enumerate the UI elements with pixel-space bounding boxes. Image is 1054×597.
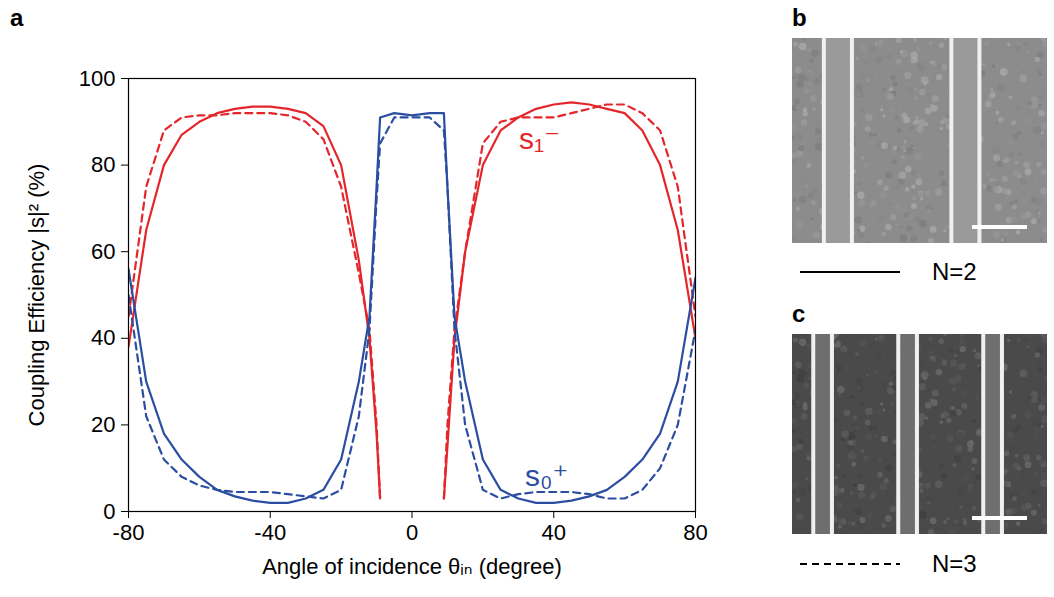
svg-text:-40: -40 bbox=[254, 520, 286, 545]
html-text:N=3: N=3 bbox=[932, 550, 977, 577]
svg-text:0: 0 bbox=[103, 499, 115, 524]
svg-text:80: 80 bbox=[683, 520, 707, 545]
svg-text:s₀⁺: s₀⁺ bbox=[525, 459, 568, 492]
svg-text:60: 60 bbox=[91, 239, 115, 264]
html-text:a: a bbox=[10, 4, 24, 31]
svg-text:Coupling Efficiency |s|² (%): Coupling Efficiency |s|² (%) bbox=[24, 164, 49, 427]
html-text:b: b bbox=[792, 4, 807, 31]
svg-text:40: 40 bbox=[91, 325, 115, 350]
svg-text:80: 80 bbox=[91, 152, 115, 177]
svg-text:s₁⁻: s₁⁻ bbox=[519, 122, 560, 155]
svg-text:Angle of incidence θᵢₙ (degree: Angle of incidence θᵢₙ (degree) bbox=[262, 554, 562, 579]
html-text:N=2: N=2 bbox=[932, 258, 977, 285]
svg-text:0: 0 bbox=[406, 520, 418, 545]
svg-text:100: 100 bbox=[79, 66, 116, 91]
html-text:c: c bbox=[792, 300, 806, 327]
svg-text:-80: -80 bbox=[113, 520, 145, 545]
svg-text:40: 40 bbox=[542, 520, 566, 545]
svg-text:20: 20 bbox=[91, 412, 115, 437]
